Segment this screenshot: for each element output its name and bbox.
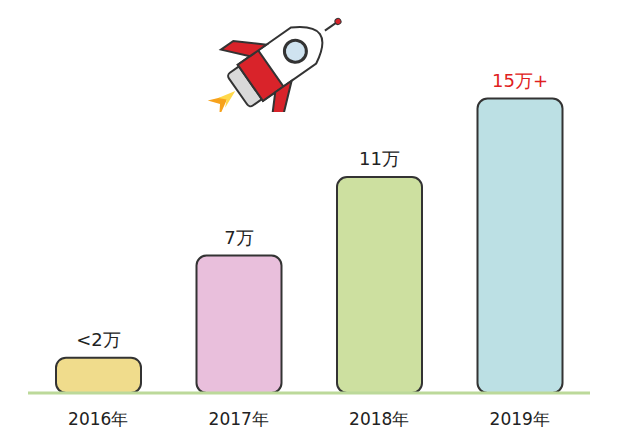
svg-text:11万: 11万 — [359, 148, 400, 169]
svg-text:2019年: 2019年 — [490, 409, 550, 429]
svg-text:7万: 7万 — [224, 227, 253, 248]
svg-text:2017年: 2017年 — [209, 409, 269, 429]
svg-text:2018年: 2018年 — [349, 409, 409, 429]
svg-text:2016年: 2016年 — [68, 409, 128, 429]
svg-text:<2万: <2万 — [76, 329, 121, 350]
svg-text:15万+: 15万+ — [492, 70, 548, 91]
